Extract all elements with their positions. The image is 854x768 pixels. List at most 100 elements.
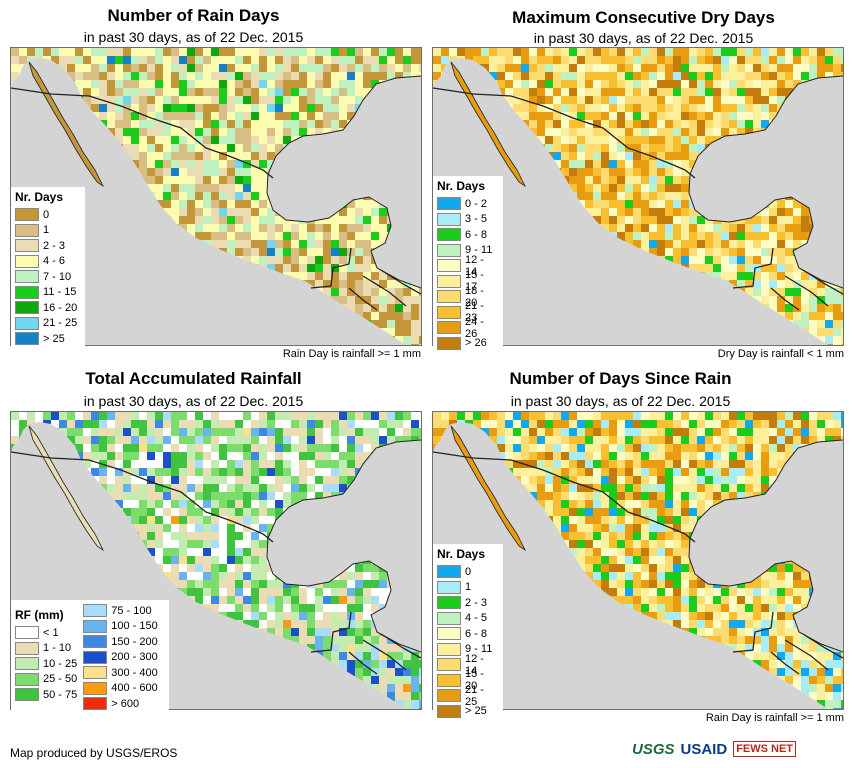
legend-label: 6 - 8	[465, 228, 488, 241]
legend-item: 0 - 2	[437, 196, 499, 212]
legend-swatch	[437, 336, 461, 350]
legend-item: 2 - 3	[437, 595, 499, 611]
legend-label: 2 - 3	[43, 239, 66, 252]
legend-item: 1 - 10	[15, 641, 77, 657]
panel-title: Maximum Consecutive Dry Days	[512, 8, 775, 27]
legend-item: 6 - 8	[437, 227, 499, 243]
country-border	[348, 287, 378, 311]
legend-label: 15 - 17	[465, 269, 484, 294]
legend-item: < 1	[15, 625, 77, 641]
legend-dry-days: Nr. Days 0 - 2 3 - 5 6 - 8 9 - 11 12 - 14 15 …	[433, 176, 503, 355]
map-rainfall[interactable]	[10, 411, 422, 710]
legend-swatch	[15, 254, 39, 268]
legend-item: 1	[15, 223, 81, 239]
usaid-logo: USAID	[680, 740, 728, 758]
legend-label: 4 - 5	[465, 612, 488, 625]
legend-item: 200 - 300	[83, 650, 158, 666]
legend-swatch	[15, 626, 39, 640]
legend-label: 12 - 14	[465, 652, 484, 677]
fewsnet-logo: FEWS NET	[733, 741, 797, 757]
country-border	[732, 611, 774, 653]
country-border	[11, 87, 274, 179]
legend-label: 12 - 14	[465, 253, 484, 278]
legend-swatch	[83, 681, 108, 695]
legend-label: 1	[465, 581, 472, 594]
country-border	[784, 639, 829, 671]
legend-swatch	[437, 197, 461, 211]
legend-item: 4 - 5	[437, 611, 499, 627]
legend-swatch	[437, 611, 461, 625]
legend-item: 3 - 5	[437, 212, 499, 228]
legend-swatch	[15, 208, 39, 222]
legend-swatch	[437, 596, 461, 610]
legend-items: 0 1 2 - 3 4 - 5 6 - 8 9 - 11 12 - 14 15 - 20 21 …	[437, 564, 499, 719]
legend-item: 11 - 15	[15, 285, 81, 301]
panel-note: Rain Day is rainfall >= 1 mm	[705, 712, 844, 724]
panel-subtitle: in past 30 days, as of 22 Dec. 2015	[83, 29, 304, 45]
legend-swatch	[437, 627, 461, 641]
legend-item: 75 - 100	[83, 603, 157, 619]
legend-swatch	[83, 697, 108, 711]
legend-label: 6 - 8	[465, 627, 488, 640]
legend-swatch	[437, 212, 461, 226]
country-border	[11, 451, 274, 543]
legend-swatch	[437, 689, 461, 703]
footer-credit: Map produced by USGS/EROS	[10, 746, 178, 760]
country-border	[310, 611, 352, 653]
legend-label: 2 - 3	[465, 596, 488, 609]
country-border	[433, 451, 696, 543]
legend-swatch	[15, 672, 39, 686]
legend-items: 0 - 2 3 - 5 6 - 8 9 - 11 12 - 14 15 - 17 18 - …	[437, 196, 499, 351]
legend-item: 0	[15, 207, 81, 223]
legend-title: Nr. Days	[15, 190, 64, 204]
panel-subtitle: in past 30 days, as of 22 Dec. 2015	[533, 30, 754, 46]
panel-days-since-rain: Number of Days Since Rain in past 30 day…	[427, 364, 854, 744]
legend-label: 11 - 15	[43, 286, 77, 299]
legend-item: > 600	[83, 696, 157, 712]
legend-swatch	[15, 316, 39, 330]
legend-swatch	[15, 688, 39, 702]
legend-swatch	[15, 270, 39, 284]
legend-item: 6 - 8	[437, 626, 499, 642]
coastline	[688, 439, 843, 653]
legend-swatch	[15, 657, 39, 671]
legend-swatch	[437, 243, 461, 257]
legend-item: 9 - 11	[437, 642, 499, 658]
panel-rainfall: Total Accumulated Rainfall in past 30 da…	[0, 364, 427, 724]
usgs-logo: USGS	[632, 740, 675, 758]
country-border	[770, 287, 800, 311]
map-graphic	[11, 412, 421, 709]
legend-swatch	[83, 604, 108, 618]
legend-swatch	[15, 641, 39, 655]
country-border	[380, 269, 421, 295]
legend-label: > 26	[465, 337, 487, 350]
legend-title: RF (mm)	[15, 608, 64, 622]
legend-swatch	[437, 580, 461, 594]
legend-swatch	[437, 321, 461, 335]
panel-title: Total Accumulated Rainfall	[85, 369, 302, 388]
legend-item: 21 - 25	[437, 684, 499, 708]
country-border	[362, 275, 407, 307]
legend-item: 21 - 23	[437, 300, 499, 324]
country-border	[362, 639, 407, 671]
legend-item: 300 - 400	[83, 665, 158, 681]
legend-column-left: RF (mm) < 1 1 - 10 10 - 25 25 - 50 50 - 75	[15, 603, 77, 712]
legend-swatch	[15, 223, 39, 237]
legend-item: 7 - 10	[15, 269, 81, 285]
legend-label: 400 - 600	[111, 682, 158, 695]
legend-label: > 25	[43, 332, 65, 345]
legend-label: 0	[43, 208, 50, 221]
legend-column-right: 75 - 100 100 - 150 150 - 200 200 - 300 300 -…	[83, 603, 158, 712]
legend-label: 7 - 10	[43, 270, 72, 283]
legend-rainfall: RF (mm) < 1 1 - 10 10 - 25 25 - 50 50 - 75 7…	[11, 600, 169, 716]
legend-label: 21 - 25	[43, 317, 78, 330]
legend-swatch	[437, 642, 461, 656]
legend-label: 10 - 25	[43, 657, 78, 670]
legend-label: 16 - 20	[43, 301, 78, 314]
legend-item: 12 - 14	[437, 653, 499, 677]
legend-item: 1	[437, 580, 499, 596]
country-border	[348, 651, 378, 675]
legend-days-since-rain: Nr. Days 0 1 2 - 3 4 - 5 6 - 8 9 - 11 12 - 14 1…	[433, 544, 503, 723]
legend-title: Nr. Days	[437, 547, 486, 561]
panel-title: Number of Days Since Rain	[509, 369, 732, 388]
